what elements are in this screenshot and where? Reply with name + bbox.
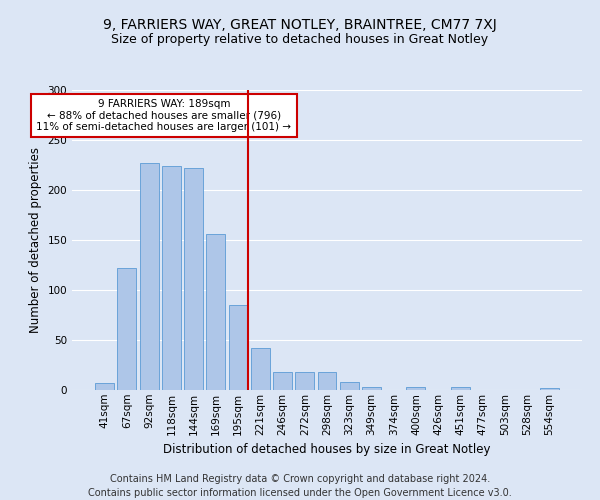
Bar (451, 387, 470, 390)
Bar (251, 348, 270, 390)
Bar (317, 372, 337, 390)
Bar (184, 168, 203, 390)
Bar (118, 268, 136, 390)
Text: Contains HM Land Registry data © Crown copyright and database right 2024.
Contai: Contains HM Land Registry data © Crown c… (88, 474, 512, 498)
Bar (229, 305, 248, 390)
Bar (540, 388, 559, 390)
Text: 9, FARRIERS WAY, GREAT NOTLEY, BRAINTREE, CM77 7XJ: 9, FARRIERS WAY, GREAT NOTLEY, BRAINTREE… (103, 18, 497, 32)
Bar (140, 163, 158, 390)
X-axis label: Distribution of detached houses by size in Great Notley: Distribution of detached houses by size … (163, 443, 491, 456)
Text: Size of property relative to detached houses in Great Notley: Size of property relative to detached ho… (112, 32, 488, 46)
Text: 9 FARRIERS WAY: 189sqm
← 88% of detached houses are smaller (796)
11% of semi-de: 9 FARRIERS WAY: 189sqm ← 88% of detached… (37, 99, 292, 132)
Bar (295, 372, 314, 390)
Bar (162, 166, 181, 390)
Bar (406, 387, 425, 390)
Bar (362, 387, 381, 390)
Y-axis label: Number of detached properties: Number of detached properties (29, 147, 42, 333)
Bar (95, 383, 114, 390)
Bar (273, 372, 292, 390)
Bar (206, 234, 225, 390)
Bar (340, 382, 359, 390)
